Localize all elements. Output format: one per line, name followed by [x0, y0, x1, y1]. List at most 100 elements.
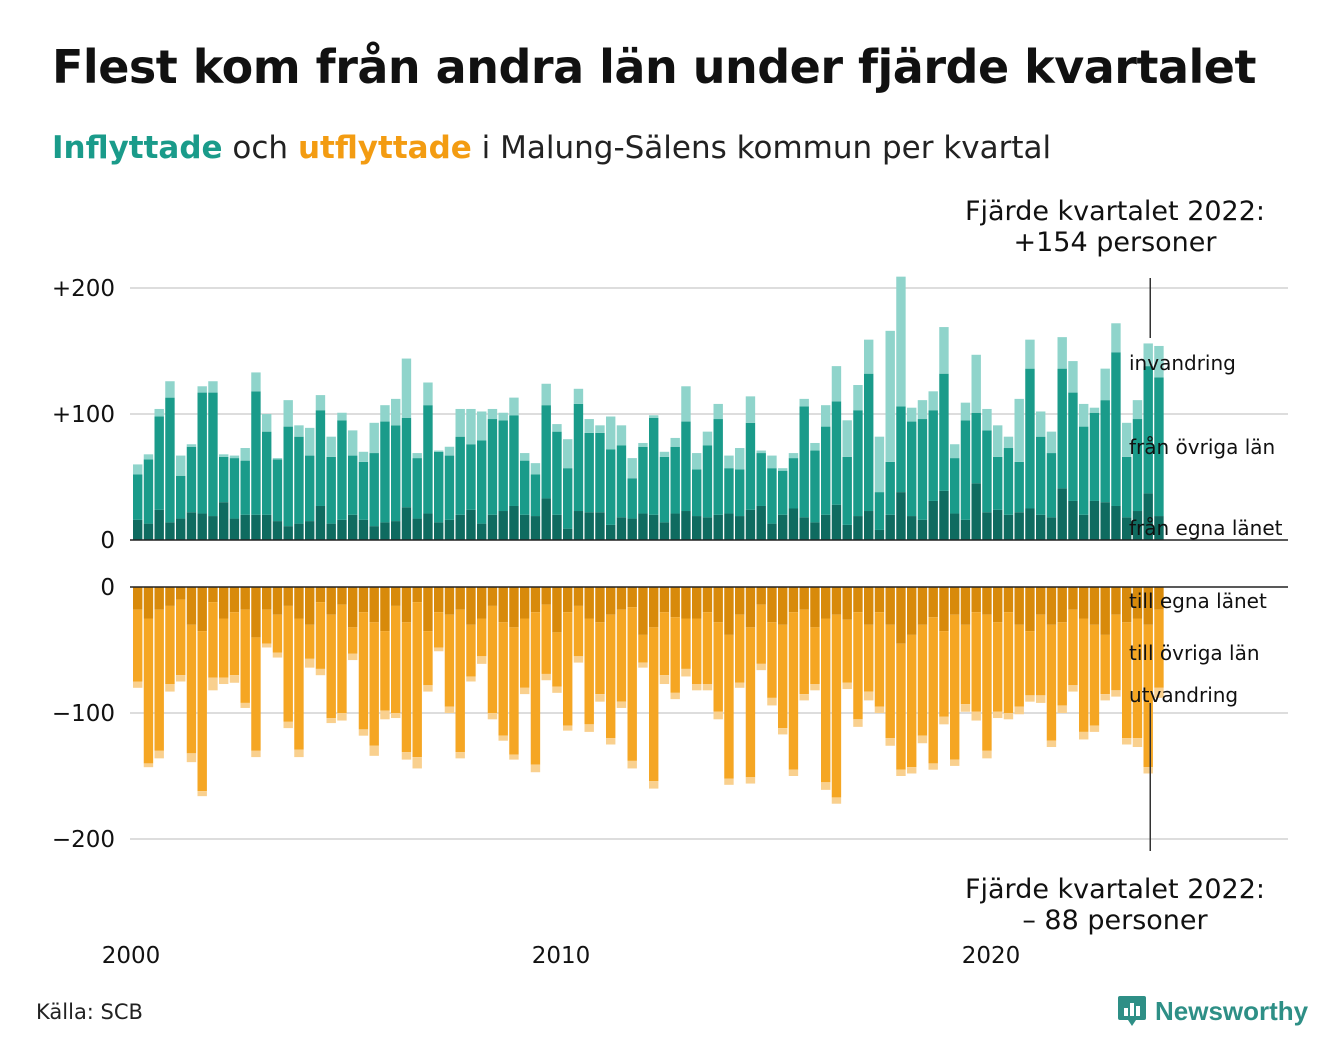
bar-out-other-counties [498, 622, 508, 736]
bar-out-emigration [1089, 725, 1100, 732]
bar-in-other-counties [627, 478, 637, 519]
bar-in-immigration [283, 400, 293, 427]
bar-in-immigration [487, 408, 498, 420]
bar-in-other-counties [778, 470, 788, 515]
bar-in-immigration [724, 455, 734, 469]
bar-in-own-county [606, 524, 616, 540]
bar-in-other-counties [283, 426, 293, 527]
x-tick-label: 2000 [102, 943, 161, 969]
bar-out-emigration [520, 687, 530, 695]
bar-in-immigration [186, 444, 197, 447]
bar-in-own-county [842, 524, 852, 540]
bar-out-emigration [713, 711, 723, 720]
bar-in-other-counties [1046, 453, 1057, 518]
bar-out-own-county [154, 587, 164, 610]
bar-out-emigration [606, 738, 616, 745]
bar-in-own-county [1089, 500, 1100, 540]
bar-out-other-counties [595, 622, 605, 695]
bar-in-own-county [530, 516, 541, 540]
bar-out-other-counties [530, 612, 541, 765]
bar-out-emigration [1132, 738, 1143, 748]
bar-out-own-county [584, 587, 594, 619]
bar-out-own-county [939, 587, 949, 632]
bar-out-own-county [659, 587, 670, 613]
bar-in-immigration [670, 437, 680, 447]
bar-out-own-county [971, 587, 981, 613]
bar-out-other-counties [864, 624, 874, 692]
bar-out-other-counties [993, 622, 1003, 712]
bar-out-own-county [552, 587, 562, 633]
bar-in-immigration [917, 400, 928, 420]
bar-out-emigration [853, 719, 863, 727]
bar-in-immigration [391, 398, 401, 426]
bar-in-immigration [272, 458, 283, 460]
bar-out-other-counties [735, 614, 745, 683]
bar-out-other-counties [477, 618, 487, 657]
bar-in-other-counties [444, 455, 455, 520]
bar-in-other-counties [520, 460, 530, 515]
bar-out-emigration [907, 767, 917, 774]
bar-out-emigration [283, 721, 293, 729]
bar-out-own-county [143, 587, 154, 619]
bar-out-emigration [595, 694, 605, 702]
bar-out-own-county [874, 587, 885, 613]
bar-out-emigration [767, 697, 777, 706]
bar-in-immigration [1143, 343, 1153, 367]
bar-out-own-county [767, 587, 777, 623]
bar-out-emigration [842, 682, 852, 690]
bar-out-own-county [423, 587, 433, 632]
bar-in-own-county [864, 511, 874, 540]
bar-in-other-counties [143, 459, 154, 524]
bar-in-immigration [756, 450, 766, 454]
bar-out-other-counties [885, 624, 895, 739]
bar-out-own-county [477, 587, 487, 619]
bar-in-own-county [358, 519, 369, 540]
bar-out-emigration [133, 681, 143, 688]
bar-out-emigration [176, 675, 186, 682]
bar-out-emigration [240, 702, 250, 708]
bar-out-other-counties [1068, 609, 1078, 686]
bar-out-emigration [563, 725, 573, 731]
bar-out-own-county [616, 587, 627, 610]
bar-out-own-county [1068, 587, 1078, 610]
bar-out-own-county [606, 587, 616, 615]
bar-out-emigration [1046, 740, 1057, 748]
series-label-in: från övriga län [1129, 435, 1275, 459]
bar-in-other-counties [509, 415, 519, 506]
bar-in-own-county [917, 519, 928, 540]
bar-out-emigration [434, 647, 444, 652]
bar-out-own-county [745, 587, 756, 628]
bar-in-own-county [455, 514, 465, 540]
bar-out-own-county [229, 587, 240, 613]
bar-out-own-county [326, 587, 336, 615]
bar-in-own-county [520, 514, 530, 540]
bar-in-own-county [950, 513, 960, 540]
bar-in-immigration [649, 415, 659, 418]
bar-in-other-counties [960, 420, 971, 520]
bar-out-emigration [788, 769, 799, 776]
newsworthy-logo[interactable]: Newsworthy [1117, 994, 1308, 1028]
bar-in-other-counties [584, 432, 594, 513]
bar-in-immigration [842, 420, 852, 457]
bar-in-immigration [401, 358, 412, 418]
bar-out-emigration [219, 677, 229, 685]
series-label-out: till egna länet [1129, 589, 1267, 613]
bar-in-own-county [1079, 514, 1089, 540]
bar-out-other-counties [563, 612, 573, 726]
bar-in-other-counties [1154, 377, 1164, 517]
bar-out-emigration [466, 676, 476, 682]
bar-out-emigration [251, 750, 261, 758]
bar-in-own-county [971, 483, 981, 540]
bar-in-other-counties [993, 456, 1003, 510]
bar-in-own-county [563, 528, 573, 540]
bar-in-immigration [358, 451, 369, 462]
bar-out-own-county [670, 587, 680, 618]
bar-in-other-counties [713, 419, 723, 515]
bar-out-emigration [229, 675, 240, 683]
bar-in-immigration [885, 330, 895, 462]
bar-in-other-counties [810, 450, 820, 523]
bar-out-own-county [197, 587, 207, 632]
bar-in-immigration [455, 408, 465, 437]
bar-out-emigration [165, 684, 175, 692]
bar-out-own-county [434, 587, 444, 613]
